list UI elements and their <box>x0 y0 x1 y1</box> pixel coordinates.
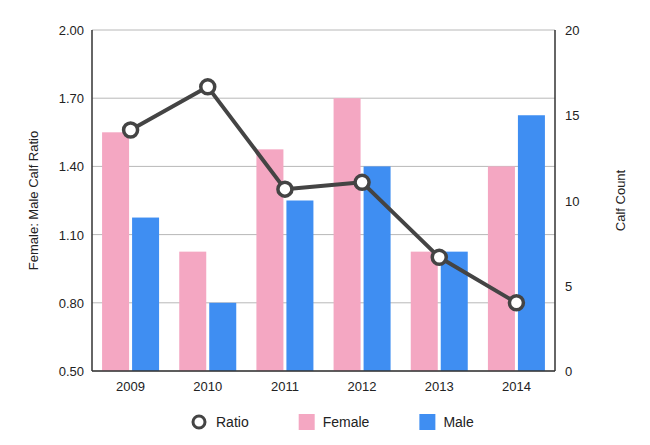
grid-line <box>92 371 555 372</box>
legend-label: Female <box>323 414 370 430</box>
y-tick-label: 1.40 <box>59 159 84 174</box>
legend-swatch <box>193 416 205 428</box>
data-group <box>102 98 545 371</box>
y-tick-label: 1.10 <box>59 228 84 243</box>
y2-tick-label: 20 <box>565 23 579 38</box>
y-axis-line <box>91 30 93 371</box>
bar <box>334 98 361 371</box>
y-tick-label: 0.80 <box>59 296 84 311</box>
bar <box>209 303 236 371</box>
line-group <box>124 80 524 310</box>
legend-swatch <box>419 414 435 430</box>
y-tick-label: 1.70 <box>59 91 84 106</box>
bar <box>411 252 438 371</box>
x-tick-label: 2012 <box>348 379 377 394</box>
x-tick-label: 2013 <box>425 379 454 394</box>
y2-axis-title: Calf Count <box>613 169 628 231</box>
bar <box>488 166 515 371</box>
x-tick-label: 2010 <box>193 379 222 394</box>
y2-axis-line <box>554 30 556 371</box>
grid-line <box>92 234 555 235</box>
grid-line <box>92 302 555 303</box>
bar <box>132 218 159 371</box>
y-tick-label: 2.00 <box>59 23 84 38</box>
bar <box>102 132 129 371</box>
x-axis-line <box>92 370 555 372</box>
y2-tick-label: 0 <box>565 364 572 379</box>
grid <box>92 30 555 371</box>
bar <box>518 115 545 371</box>
y2-tick-label: 15 <box>565 108 579 123</box>
y2-tick-label: 10 <box>565 194 579 209</box>
chart: 0.50 0.80 1.10 1.40 1.70 2.00 0 5 10 15 20 2009 2010… <box>0 0 650 445</box>
legend: Ratio Female Male <box>193 414 474 430</box>
y2-tick-label: 5 <box>565 279 572 294</box>
x-tick-label: 2014 <box>502 379 531 394</box>
legend-label: Male <box>443 414 474 430</box>
bar <box>179 252 206 371</box>
x-tick-label: 2009 <box>116 379 145 394</box>
ratio-marker <box>124 123 138 137</box>
ratio-marker <box>355 175 369 189</box>
grid-line <box>92 30 555 31</box>
y-tick-label: 0.50 <box>59 364 84 379</box>
grid-line <box>92 166 555 167</box>
ratio-marker <box>509 296 523 310</box>
x-tick-label: 2011 <box>271 379 299 394</box>
legend-label: Ratio <box>216 414 249 430</box>
legend-swatch <box>299 414 315 430</box>
ratio-marker <box>432 250 446 264</box>
y-axis-title: Female: Male Calf Ratio <box>26 131 41 270</box>
ratio-marker <box>278 182 292 196</box>
bar <box>286 201 313 372</box>
grid-line <box>92 98 555 99</box>
ratio-marker <box>201 80 215 94</box>
ratio-line <box>131 87 517 303</box>
